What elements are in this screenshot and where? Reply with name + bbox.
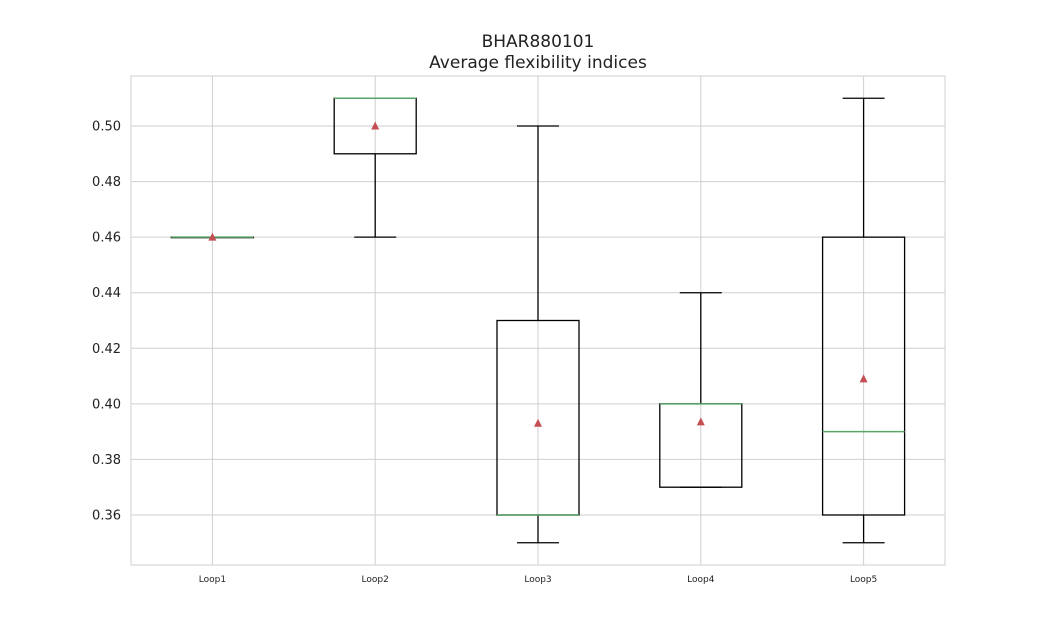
y-tick-label: 0.44 (92, 286, 121, 301)
mean-marker (208, 232, 217, 241)
box-loop4 (659, 292, 743, 488)
y-axis-ticks: 0.36 0.38 0.40 0.42 0.44 0.46 0.48 0.50 (92, 120, 121, 524)
box-body (821, 236, 906, 516)
boxes (170, 97, 906, 544)
x-axis-ticks: Loop1 Loop2 Loop3 Loop4 Loop5 (199, 575, 878, 585)
box-loop1 (170, 232, 255, 241)
y-tick-label: 0.40 (92, 397, 121, 412)
box-loop5 (821, 97, 906, 544)
y-tick-label: 0.50 (92, 120, 121, 135)
chart-subtitle: Average flexibility indices (429, 53, 647, 73)
mean-marker (859, 374, 868, 383)
chart-title: BHAR880101 (482, 32, 595, 52)
mean-marker (371, 121, 380, 130)
x-tick-label: Loop3 (524, 575, 551, 585)
y-tick-label: 0.36 (92, 508, 121, 523)
box-loop2 (333, 97, 417, 238)
mean-marker (534, 418, 542, 427)
plot-frame (130, 75, 946, 566)
x-tick-label: Loop2 (362, 575, 389, 585)
x-tick-label: Loop1 (199, 575, 226, 585)
y-tick-label: 0.42 (92, 342, 121, 357)
y-tick-label: 0.38 (92, 453, 121, 468)
y-tick-label: 0.46 (92, 231, 121, 246)
x-tick-label: Loop4 (687, 575, 715, 585)
mean-marker (696, 417, 705, 426)
y-tick-label: 0.48 (92, 175, 121, 190)
x-tick-label: Loop5 (850, 575, 877, 585)
box-loop3 (496, 125, 580, 544)
